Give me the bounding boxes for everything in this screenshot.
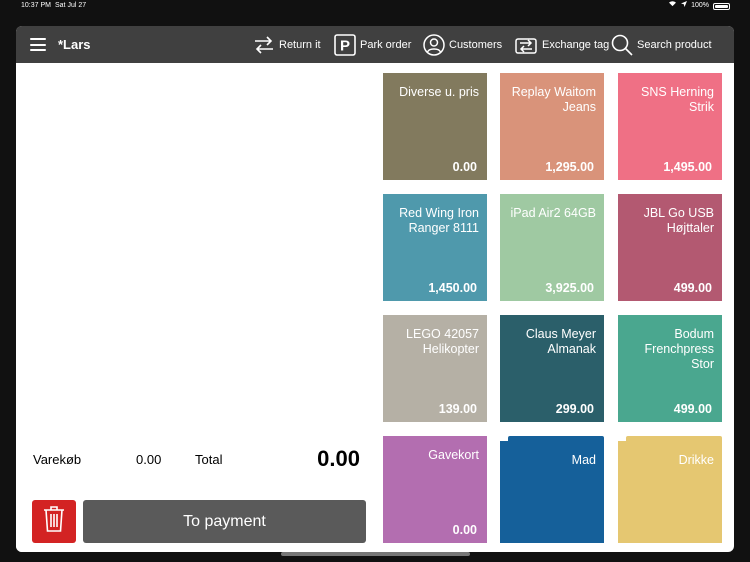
product-name: Claus Meyer Almanak (525, 327, 596, 356)
total-value: 0.00 (317, 446, 360, 471)
return-icon (253, 35, 275, 55)
exchange-icon (514, 34, 538, 56)
product-name: iPad Air2 64GB (510, 206, 596, 220)
status-right: 100% (668, 0, 730, 12)
product-price: 1,450.00 (428, 281, 477, 295)
exchange-tag-button[interactable]: Exchange tag (514, 33, 609, 57)
customers-label: Customers (449, 39, 503, 51)
product-name: LEGO 42057 Helikopter (406, 327, 479, 356)
purchase-value: 0.00 (136, 452, 162, 467)
product-price: 139.00 (438, 402, 477, 416)
product-price: 1,295.00 (545, 160, 594, 174)
exchange-tag-label: Exchange tag (542, 39, 610, 51)
folder-tab (508, 436, 604, 441)
wifi-icon (668, 0, 677, 12)
product-price: 299.00 (555, 402, 594, 416)
return-label: Return it (279, 39, 321, 51)
location-icon (681, 0, 688, 12)
search-icon (611, 34, 633, 56)
battery-icon (713, 2, 730, 10)
menu-icon[interactable] (30, 38, 46, 51)
battery-percent: 100% (691, 2, 709, 9)
category-folder-tile[interactable]: Mad (500, 436, 604, 543)
product-price: 0.00 (452, 523, 477, 537)
product-price: 0.00 (452, 160, 477, 174)
product-tile[interactable]: Replay Waitom Jeans 1,295.00 (500, 73, 604, 180)
category-folder-tile[interactable]: Drikke (618, 436, 722, 543)
product-name: SNS Herning Strik (641, 85, 714, 114)
top-toolbar: *Lars Return it P Park order (16, 26, 734, 63)
category-name: Mad (571, 453, 596, 467)
total-label: Total (195, 452, 223, 467)
user-name[interactable]: *Lars (58, 37, 91, 52)
search-product-label: Search product (637, 39, 712, 51)
order-panel: Varekøb 0.00 Total 0.00 To payment (16, 63, 376, 552)
product-name: Diverse u. pris (399, 85, 479, 99)
product-name: Gavekort (428, 448, 479, 462)
product-tile[interactable]: JBL Go USB Højttaler 499.00 (618, 194, 722, 301)
purchase-label: Varekøb (33, 452, 82, 467)
product-price: 499.00 (673, 402, 712, 416)
search-product-button[interactable]: Search product (611, 33, 712, 57)
customers-button[interactable]: Customers (423, 33, 502, 57)
product-tile[interactable]: LEGO 42057 Helikopter 139.00 (383, 315, 487, 422)
product-tile[interactable]: SNS Herning Strik 1,495.00 (618, 73, 722, 180)
product-tile[interactable]: Claus Meyer Almanak 299.00 (500, 315, 604, 422)
product-name: Red Wing Iron Ranger 8111 (399, 206, 479, 235)
product-name: Bodum Frenchpress Stor (644, 327, 714, 371)
status-date: Sat Jul 27 (55, 2, 87, 9)
customer-icon (423, 34, 445, 56)
product-tile[interactable]: Red Wing Iron Ranger 8111 1,450.00 (383, 194, 487, 301)
delete-order-button[interactable] (32, 500, 76, 543)
product-tile[interactable]: iPad Air2 64GB 3,925.00 (500, 194, 604, 301)
product-name: Replay Waitom Jeans (511, 85, 596, 114)
product-price: 3,925.00 (545, 281, 594, 295)
park-order-label: Park order (360, 39, 412, 51)
park-order-button[interactable]: P Park order (334, 33, 411, 57)
status-time: 10:37 PM (21, 2, 51, 9)
home-indicator (281, 552, 470, 556)
return-button[interactable]: Return it (253, 33, 321, 57)
product-price: 499.00 (673, 281, 712, 295)
product-tile[interactable]: Gavekort 0.00 (383, 436, 487, 543)
category-name: Drikke (678, 453, 714, 467)
product-price: 1,495.00 (663, 160, 712, 174)
order-summary: Varekøb 0.00 Total 0.00 (16, 443, 376, 483)
to-payment-button[interactable]: To payment (83, 500, 366, 543)
product-name: JBL Go USB Højttaler (643, 206, 714, 235)
folder-tab (626, 436, 722, 441)
parking-icon: P (334, 34, 356, 56)
trash-icon (42, 505, 66, 538)
svg-text:P: P (340, 38, 350, 55)
status-bar: 10:37 PM Sat Jul 27 100% (0, 0, 750, 12)
product-tile[interactable]: Bodum Frenchpress Stor 499.00 (618, 315, 722, 422)
pos-app: *Lars Return it P Park order (16, 26, 734, 552)
product-tile[interactable]: Diverse u. pris 0.00 (383, 73, 487, 180)
